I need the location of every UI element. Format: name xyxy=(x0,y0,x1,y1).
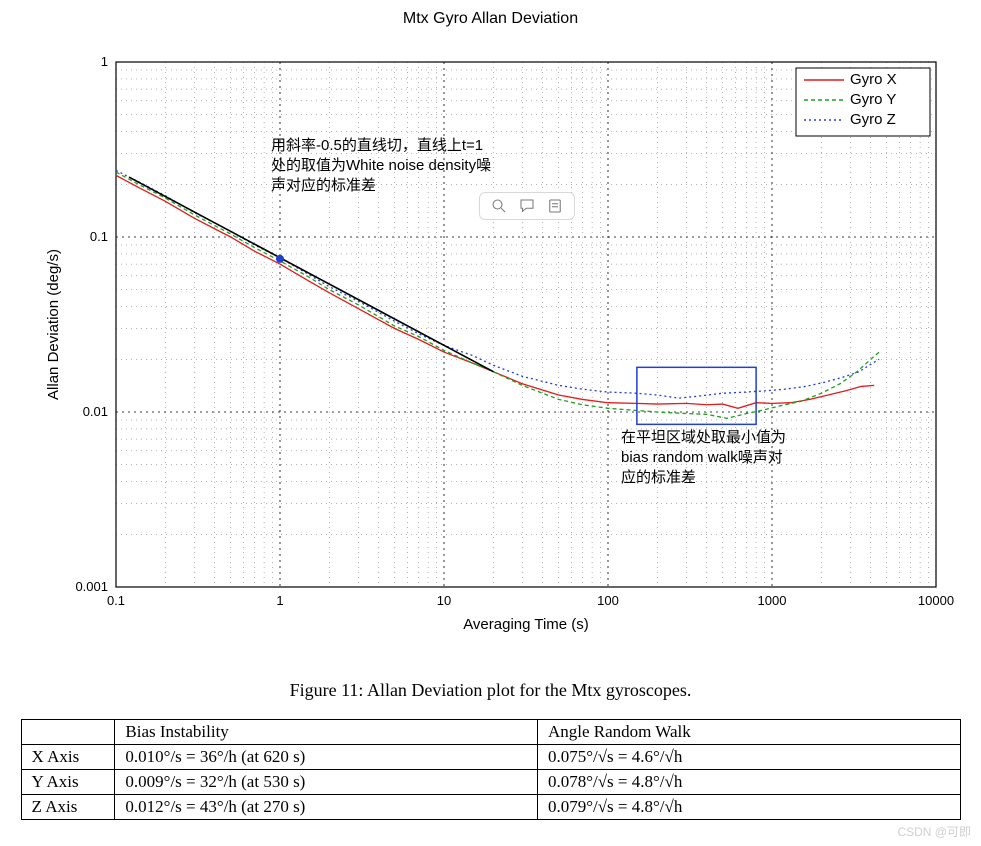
allan-deviation-chart: 0.1 1 10 100 1000 10000 0.001 0.01 0.1 1 Averaging… xyxy=(21,32,961,632)
table-header xyxy=(21,720,115,745)
figure-caption: Figure 11: Allan Deviation plot for the … xyxy=(10,680,971,701)
table-cell: 0.009°/s = 32°/h (at 530 s) xyxy=(115,770,538,795)
table-cell: 0.078°/√s = 4.8°/√h xyxy=(537,770,960,795)
table-cell: Y Axis xyxy=(21,770,115,795)
svg-text:10: 10 xyxy=(436,593,450,608)
comment-icon[interactable] xyxy=(518,197,536,215)
watermark: CSDN @可即 xyxy=(897,823,971,840)
chart-title: Mtx Gyro Allan Deviation xyxy=(10,10,971,28)
table-cell: Z Axis xyxy=(21,795,115,820)
svg-text:0.001: 0.001 xyxy=(75,579,108,594)
table-cell: 0.079°/√s = 4.8°/√h xyxy=(537,795,960,820)
table-row: X Axis0.010°/s = 36°/h (at 620 s)0.075°/… xyxy=(21,745,960,770)
table-cell: 0.010°/s = 36°/h (at 620 s) xyxy=(115,745,538,770)
svg-text:1000: 1000 xyxy=(757,593,786,608)
svg-text:声对应的标准差: 声对应的标准差 xyxy=(271,176,376,194)
svg-text:Allan Deviation (deg/s): Allan Deviation (deg/s) xyxy=(45,249,62,400)
search-icon[interactable] xyxy=(490,197,508,215)
svg-text:处的取值为White noise density噪: 处的取值为White noise density噪 xyxy=(271,157,491,174)
table-row: Y Axis0.009°/s = 32°/h (at 530 s)0.078°/… xyxy=(21,770,960,795)
svg-text:用斜率-0.5的直线切，直线上t=1: 用斜率-0.5的直线切，直线上t=1 xyxy=(271,137,483,154)
svg-text:0.1: 0.1 xyxy=(106,593,124,608)
table-cell: 0.075°/√s = 4.6°/√h xyxy=(537,745,960,770)
svg-text:0.1: 0.1 xyxy=(89,229,107,244)
svg-text:应的标准差: 应的标准差 xyxy=(621,468,696,486)
table-row: Z Axis0.012°/s = 43°/h (at 270 s)0.079°/… xyxy=(21,795,960,820)
svg-text:Gyro Y: Gyro Y xyxy=(850,91,896,108)
svg-text:Averaging Time (s): Averaging Time (s) xyxy=(463,616,589,632)
table-cell: X Axis xyxy=(21,745,115,770)
svg-text:10000: 10000 xyxy=(917,593,953,608)
svg-text:0.01: 0.01 xyxy=(82,404,107,419)
table-cell: 0.012°/s = 43°/h (at 270 s) xyxy=(115,795,538,820)
svg-text:在平坦区域处取最小值为: 在平坦区域处取最小值为 xyxy=(621,429,786,446)
svg-text:100: 100 xyxy=(597,593,619,608)
svg-text:bias random walk噪声对: bias random walk噪声对 xyxy=(621,448,783,466)
table-header: Bias Instability xyxy=(115,720,538,745)
chart-container: 0.1 1 10 100 1000 10000 0.001 0.01 0.1 1 Averaging… xyxy=(21,32,961,652)
floating-toolbar[interactable] xyxy=(479,192,575,220)
svg-text:Gyro X: Gyro X xyxy=(850,71,897,88)
gyro-spec-table: Bias InstabilityAngle Random WalkX Axis0… xyxy=(21,719,961,820)
svg-text:1: 1 xyxy=(276,593,283,608)
note-icon[interactable] xyxy=(546,197,564,215)
table-header-row: Bias InstabilityAngle Random Walk xyxy=(21,720,960,745)
svg-text:1: 1 xyxy=(100,54,107,69)
table-header: Angle Random Walk xyxy=(537,720,960,745)
svg-text:Gyro Z: Gyro Z xyxy=(850,111,896,128)
